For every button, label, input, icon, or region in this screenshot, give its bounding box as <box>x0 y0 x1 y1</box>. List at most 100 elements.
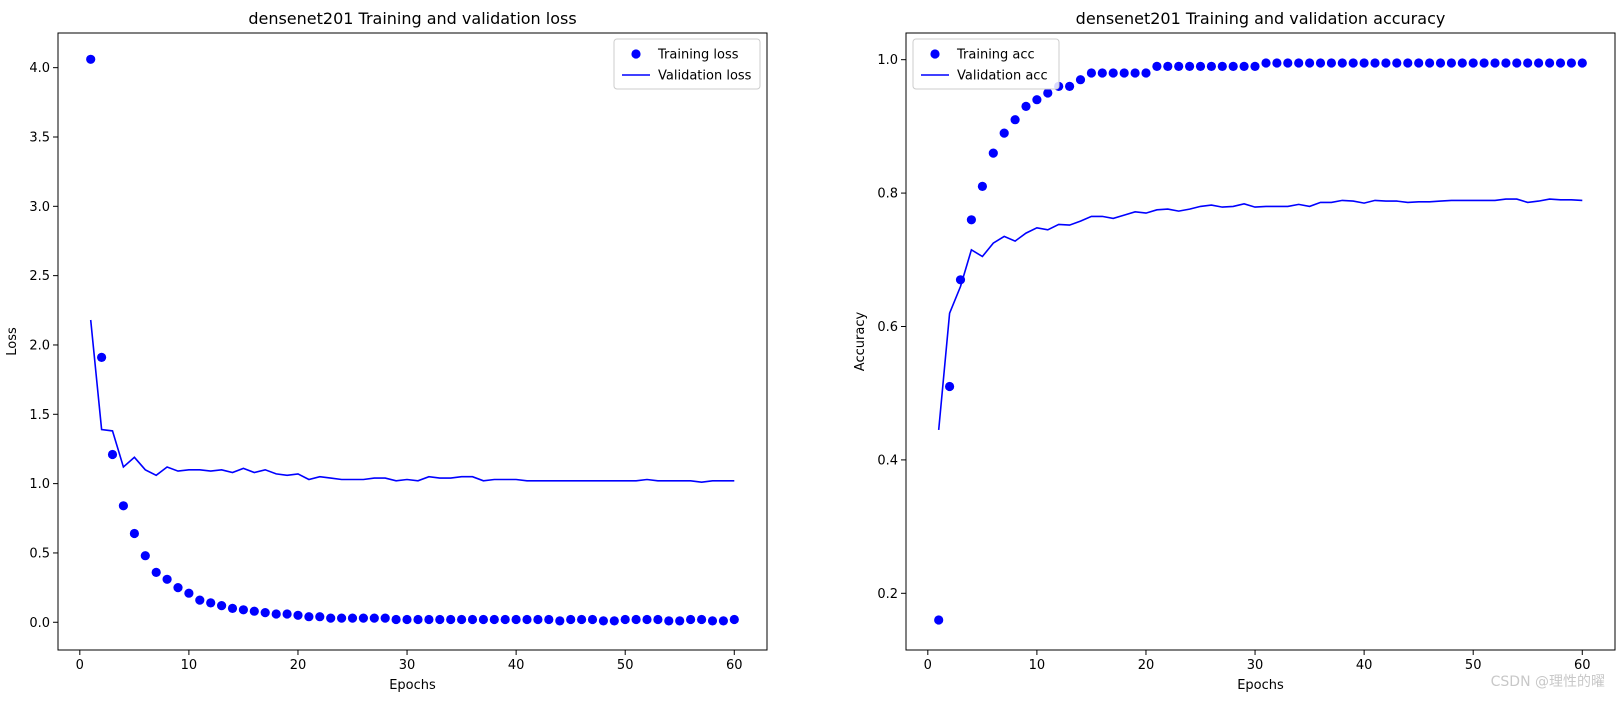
data-point <box>195 595 205 605</box>
data-point <box>1468 58 1478 68</box>
x-tick-label: 50 <box>1465 658 1482 673</box>
data-point <box>566 614 576 625</box>
axes-frame <box>57 32 768 651</box>
data-point <box>1425 58 1435 68</box>
y-tick-label: 1.0 <box>877 53 898 68</box>
legend-entry: Training loss <box>657 48 739 63</box>
data-point <box>435 614 445 625</box>
data-point <box>1097 68 1107 78</box>
chart-2: densenet201 Training and validation accu… <box>853 9 1616 693</box>
data-point <box>1381 58 1391 68</box>
data-point <box>238 605 248 615</box>
data-point <box>1490 58 1500 68</box>
y-axis-label: Loss <box>5 327 20 356</box>
data-point <box>162 574 172 584</box>
data-point <box>1043 88 1053 98</box>
data-point <box>1174 61 1184 71</box>
y-tick-label: 3.0 <box>29 200 50 215</box>
y-tick-label: 0.2 <box>877 587 898 602</box>
data-point <box>326 613 336 623</box>
data-point <box>511 614 521 625</box>
data-point <box>249 606 259 616</box>
y-tick-label: 0.5 <box>29 546 50 561</box>
data-point <box>86 54 96 64</box>
data-point <box>577 614 587 625</box>
legend: Training acc Validation acc <box>912 38 1060 90</box>
data-point <box>293 610 303 620</box>
data-point <box>1065 81 1075 91</box>
data-point <box>271 609 281 619</box>
y-tick-label: 2.5 <box>29 269 50 284</box>
data-point <box>1403 58 1413 68</box>
y-tick-label: 0.6 <box>877 320 898 335</box>
data-point <box>1294 58 1304 68</box>
data-point <box>1414 58 1424 68</box>
data-point <box>1206 61 1216 71</box>
chart-title: densenet201 Training and validation accu… <box>1076 9 1446 28</box>
data-point <box>1185 61 1195 71</box>
data-point <box>988 148 998 158</box>
y-tick-label: 0.0 <box>29 616 50 631</box>
data-point <box>337 613 347 623</box>
data-point <box>315 612 325 622</box>
data-point <box>1512 58 1522 68</box>
series-validation-loss <box>89 319 735 484</box>
data-point <box>686 614 696 625</box>
x-tick-label: 60 <box>726 658 743 673</box>
y-axis-label: Accuracy <box>853 312 868 372</box>
data-point <box>587 614 598 625</box>
y-tick-label: 4.0 <box>29 61 50 76</box>
data-point <box>129 528 139 539</box>
legend-entry: Training acc <box>956 48 1035 63</box>
y-tick-label: 1.0 <box>29 477 50 492</box>
x-tick-label: 10 <box>181 658 198 673</box>
axes-frame <box>905 32 1616 651</box>
data-point <box>653 614 663 625</box>
data-point <box>697 614 707 625</box>
data-point <box>1228 61 1238 71</box>
legend-box <box>613 38 761 90</box>
data-point <box>151 567 161 578</box>
data-point <box>598 616 609 626</box>
data-point <box>1239 61 1249 71</box>
data-point <box>457 614 467 625</box>
data-point <box>1435 58 1446 68</box>
data-point <box>977 181 988 191</box>
legend-entry: Validation acc <box>957 69 1048 84</box>
data-point <box>446 614 456 625</box>
x-tick-label: 20 <box>290 658 307 673</box>
data-point <box>413 614 423 625</box>
y-tick-label: 3.5 <box>29 130 50 145</box>
data-point <box>1555 58 1566 68</box>
x-tick-label: 40 <box>508 658 525 673</box>
x-tick-label: 0 <box>76 658 84 673</box>
series-line <box>937 198 1583 430</box>
data-point <box>1261 58 1271 68</box>
x-tick-label: 40 <box>1356 658 1373 673</box>
legend-box <box>912 38 1060 90</box>
data-point <box>1021 101 1031 111</box>
data-point <box>227 603 238 614</box>
y-tick-label: 0.4 <box>877 453 898 468</box>
data-point <box>1141 68 1151 78</box>
data-point <box>999 128 1009 138</box>
series-validation-acc <box>937 198 1583 430</box>
series-training-loss <box>86 54 739 626</box>
data-point <box>1359 58 1369 68</box>
data-point <box>358 613 368 623</box>
legend-dot-marker <box>930 49 940 59</box>
x-tick-label: 30 <box>1247 658 1264 673</box>
series-training-acc <box>934 58 1587 625</box>
chart-title: densenet201 Training and validation loss <box>248 9 576 28</box>
data-point <box>729 614 739 625</box>
data-point <box>1130 68 1140 78</box>
data-point <box>260 608 270 618</box>
data-point <box>118 501 128 511</box>
x-tick-label: 0 <box>924 658 932 673</box>
data-point <box>1119 68 1129 78</box>
data-point <box>631 614 641 625</box>
data-point <box>1250 61 1260 71</box>
data-point <box>945 381 955 392</box>
data-point <box>402 614 412 625</box>
y-tick-label: 2.0 <box>29 338 50 353</box>
